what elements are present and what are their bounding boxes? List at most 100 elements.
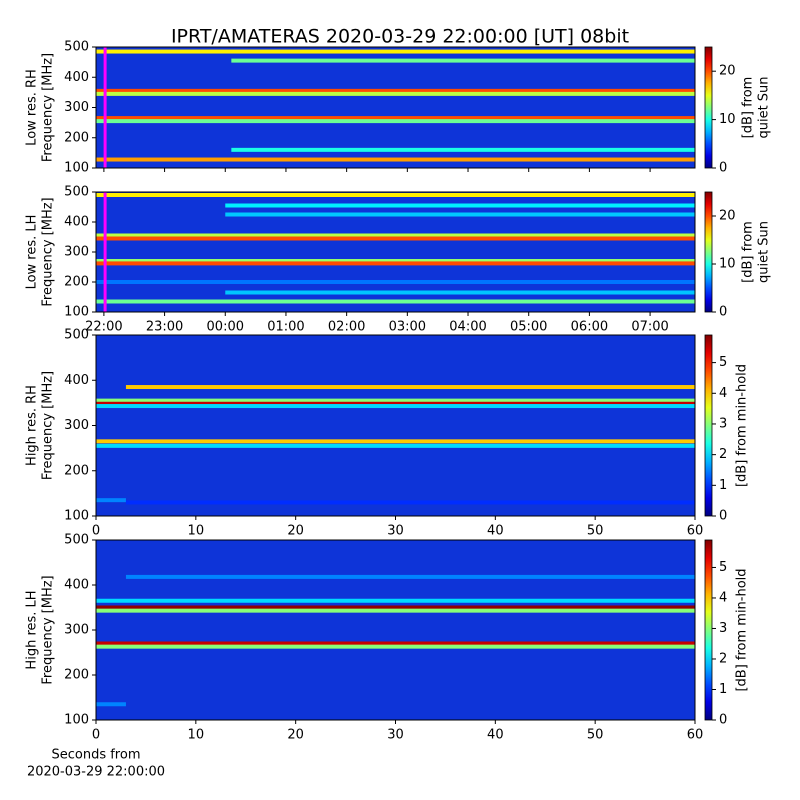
colorbar [704,334,713,517]
band [96,261,695,266]
band [96,605,695,610]
y-tick-label: 400 [64,215,89,230]
band [96,233,695,238]
x-tick-label: 20 [287,728,304,743]
colorbar [704,46,713,169]
x-tick-label: 30 [387,524,404,539]
colorbar [704,539,713,721]
x-tick-label: 40 [487,728,504,743]
y-axis-label: Frequency [MHz] [41,575,56,684]
plot-background [96,540,695,720]
x-tick-label: 60 [687,524,704,539]
y-tick-label: 300 [64,100,89,115]
x-tick-label: 10 [188,728,205,743]
x-tick-label: 50 [587,728,604,743]
y-tick-label: 400 [64,70,89,85]
y-tick-label: 300 [64,418,89,433]
band [96,608,695,613]
y-axis-label: Frequency [MHz] [41,197,56,306]
y-tick-label: 200 [64,130,89,145]
plot-background [96,335,695,516]
colorbar-tick-label: 10 [719,112,736,127]
band [96,299,695,304]
colorbar-tick-label: 2 [719,651,727,666]
band [96,641,695,646]
band [96,598,695,603]
band [96,259,695,263]
y-axis-label: Low res. RH [25,69,40,146]
colorbar-tick-label: 5 [719,355,727,370]
y-tick-label: 100 [64,509,89,524]
band [96,236,695,241]
colorbar-tick-label: 3 [719,621,727,636]
y-tick-label: 500 [64,40,89,55]
colorbar-label: [dB] from min-hold [735,364,750,487]
y-tick-label: 300 [64,623,89,638]
x-axis-label: Seconds from [51,748,140,763]
colorbar-tick-label: 1 [719,478,727,493]
x-tick-label: 0 [92,524,100,539]
x-tick-label: 22:00 [85,320,122,335]
band [125,574,695,579]
x-tick-label: 23:00 [146,320,183,335]
band [96,404,695,409]
y-axis-label: High res. LH [25,590,40,669]
x-tick-label: 07:00 [631,320,668,335]
x-tick-label: 0 [92,728,100,743]
y-axis-label: Low res. LH [25,215,40,290]
band [225,203,696,208]
colorbar-label: [dB] from [741,221,756,283]
colorbar-label: quiet Sun [757,221,772,283]
y-tick-label: 200 [64,275,89,290]
band [225,212,696,217]
colorbar-tick-label: 1 [719,682,727,697]
x-axis-label: 2020-03-29 22:00:00 [27,765,165,780]
y-tick-label: 100 [64,305,89,320]
x-tick-label: 05:00 [510,320,547,335]
band [225,290,696,295]
band [96,116,695,121]
colorbar-tick-label: 2 [719,447,727,462]
x-tick-label: 04:00 [449,320,486,335]
band [96,498,126,503]
x-tick-label: 30 [387,728,404,743]
x-tick-label: 60 [687,728,704,743]
y-tick-label: 400 [64,578,89,593]
y-axis-label: High res. RH [25,385,40,466]
y-tick-label: 400 [64,373,89,388]
colorbar-tick-label: 3 [719,416,727,431]
colorbar-label: [dB] from [741,77,756,139]
band [96,280,695,284]
band [96,443,695,448]
band [125,500,695,505]
colorbar-tick-label: 0 [719,161,727,176]
y-tick-label: 500 [64,185,89,200]
colorbar-label: quiet Sun [757,76,772,138]
colorbar [704,191,713,313]
band [231,58,696,63]
y-axis-label: Frequency [MHz] [41,53,56,162]
band [96,157,695,162]
band [96,401,695,406]
colorbar-tick-label: 10 [719,257,736,272]
x-tick-label: 50 [587,524,604,539]
plot-background [96,47,695,168]
y-tick-label: 100 [64,161,89,176]
x-tick-label: 20 [287,524,304,539]
band [96,91,695,96]
y-tick-label: 200 [64,463,89,478]
band [96,193,695,197]
x-tick-label: 02:00 [328,320,365,335]
x-tick-label: 00:00 [207,320,244,335]
band [96,88,695,93]
y-tick-label: 200 [64,668,89,683]
x-tick-label: 10 [188,524,205,539]
band [96,398,695,403]
x-tick-label: 40 [487,524,504,539]
band [96,49,695,54]
chart-title: IPRT/AMATERAS 2020-03-29 22:00:00 [UT] 0… [171,26,629,48]
colorbar-tick-label: 4 [719,386,727,401]
band [125,385,695,390]
y-axis-label: Frequency [MHz] [41,371,56,480]
